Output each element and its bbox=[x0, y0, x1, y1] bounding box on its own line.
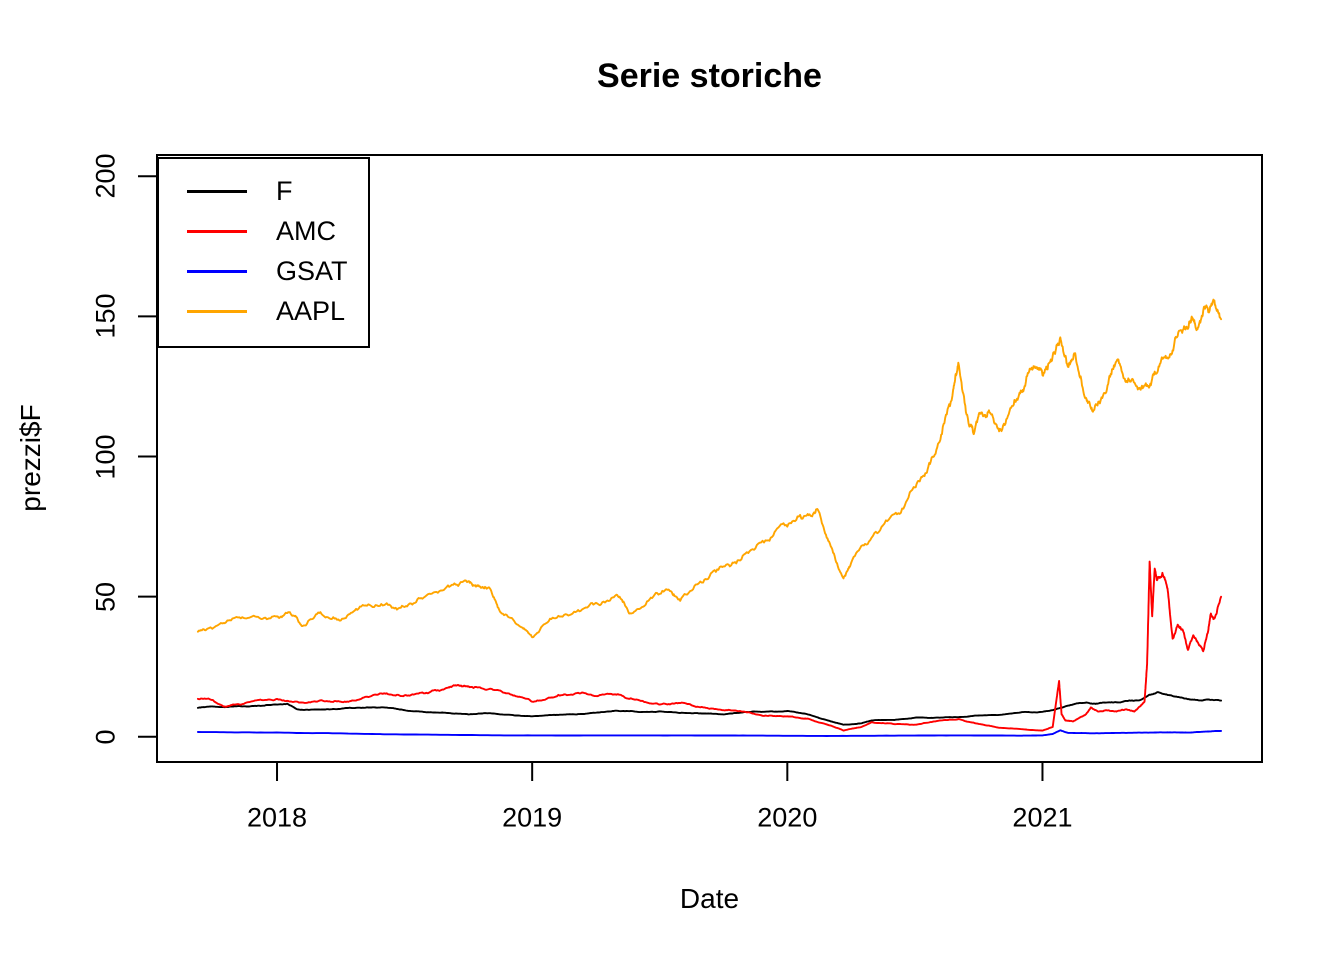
legend-line-swatch-f bbox=[187, 189, 247, 193]
y-axis-title: prezzi$F bbox=[15, 404, 46, 512]
y-tick-label-200: 200 bbox=[90, 153, 121, 199]
legend-label-f: F bbox=[276, 175, 293, 206]
plot-title: Serie storiche bbox=[597, 57, 822, 95]
plot-box bbox=[156, 154, 1263, 763]
x-tick-label-2019: 2019 bbox=[502, 802, 563, 833]
series-line-f bbox=[196, 691, 1223, 726]
legend-item-gsat: GSAT bbox=[159, 251, 368, 291]
legend-item-aapl: AAPL bbox=[159, 291, 368, 331]
y-tick-label-150: 150 bbox=[90, 293, 121, 339]
legend-line-swatch-amc bbox=[187, 229, 247, 233]
x-tick-label-2021: 2021 bbox=[1012, 802, 1073, 833]
legend-line-swatch-gsat bbox=[187, 269, 247, 273]
legend-label-aapl: AAPL bbox=[276, 295, 346, 326]
y-tick-label-50: 50 bbox=[90, 581, 121, 612]
series-line-aapl bbox=[196, 298, 1223, 639]
legend-line-swatch-aapl bbox=[187, 309, 247, 313]
y-tick-label-100: 100 bbox=[90, 434, 121, 480]
x-tick-label-2020: 2020 bbox=[757, 802, 818, 833]
legend-item-f: F bbox=[159, 171, 368, 211]
legend-box: F AMC GSAT AAPL bbox=[157, 157, 370, 348]
legend-label-amc: AMC bbox=[276, 215, 336, 246]
y-tick-label-0: 0 bbox=[90, 729, 121, 745]
x-axis-title: Date bbox=[679, 883, 740, 914]
legend-item-amc: AMC bbox=[159, 211, 368, 251]
series-line-gsat bbox=[196, 729, 1223, 737]
series-line-amc bbox=[196, 560, 1223, 732]
x-tick-label-2018: 2018 bbox=[246, 802, 308, 833]
legend-label-gsat: GSAT bbox=[276, 255, 348, 286]
